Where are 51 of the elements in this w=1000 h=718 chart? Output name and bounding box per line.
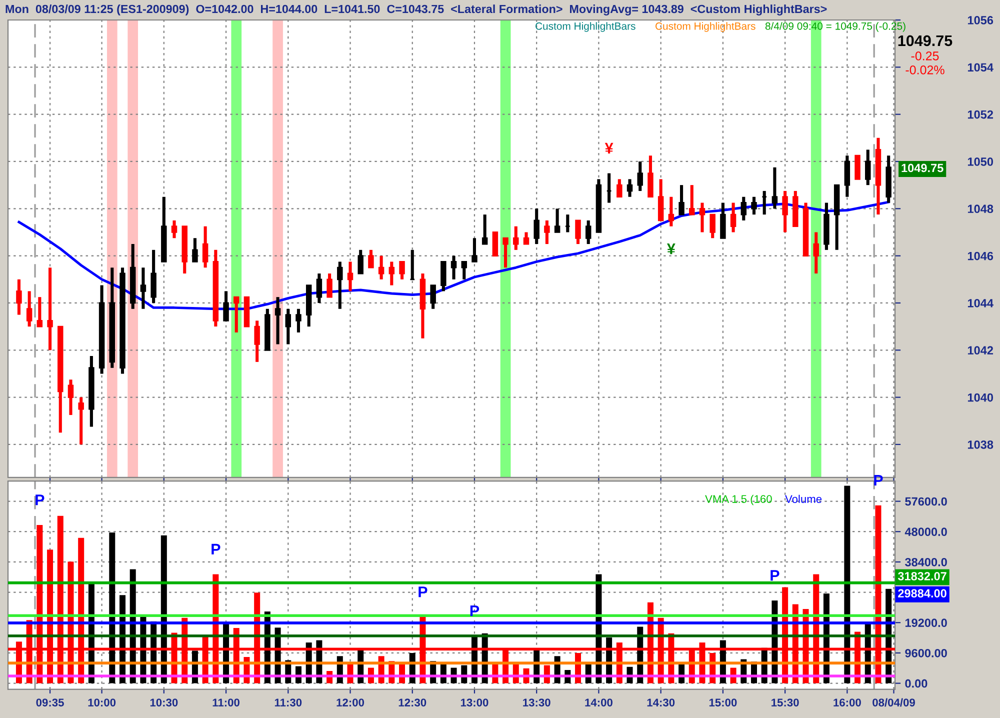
annotation: Volume [785,494,822,503]
y-tick-label: 1038 [968,440,994,449]
x-tick-label: 12:30 [398,698,426,706]
y-tick-label: 1052 [968,110,994,119]
annotation: ¥ [666,244,676,254]
x-tick-label: 08/04/09 [872,698,915,707]
annotation: P [36,494,44,506]
annotation: Custom HighlightBars [656,22,756,32]
annotation: P [874,475,883,486]
text: 1049.75 [898,35,952,46]
x-tick-label: 11:00 [212,698,240,706]
x-tick-label: 10:30 [150,698,178,706]
x-tick-label: 14:00 [585,698,612,706]
text: -0.25 [911,52,939,60]
y-tick-label: 1056 [968,16,994,24]
x-tick-label: 11:30 [274,698,302,706]
text: -0.02% [906,66,944,74]
annotation: Custom HighlightBars [536,22,636,32]
x-tick-label: 09:35 [36,698,64,706]
x-tick-label: 16:00 [834,698,861,706]
y-tick-label: 1054 [968,63,994,72]
y-tick-label: 1048 [968,204,994,214]
annotation: VMA 1.5 (160 [705,494,772,506]
y-tick-label: 1044 [968,299,994,308]
text: 1049.75 [902,164,944,172]
annotation: P [212,544,220,554]
y-tick-label: 38400.0 [904,558,947,566]
y-tick-label: 1040 [968,393,993,402]
annotation: ¥ [604,142,614,154]
x-tick-label: 15:00 [709,698,737,706]
x-tick-label: 13:00 [460,698,488,706]
annotation: 8/4/09 09:40 = 1049.75 (-0.25) [765,22,906,32]
chart-title: Mon 08/03/09 11:25 (ES1-200909) O=1042.00 H=1044.00 L=1041.50 C=1043.75 <Lateral Formation> MovingAvg= 1043.89 <Custom HighlightBars> [6,4,827,16]
x-tick-label: 10:00 [88,698,116,706]
x-tick-label: 12:00 [336,698,364,706]
y-tick-label: 9600.00 [905,648,947,658]
y-tick-label: 48000.0 [904,528,947,536]
annotation: 29884.00 [898,589,946,598]
x-tick-label: 13:30 [523,698,550,706]
y-tick-label: 57600.0 [905,497,947,506]
y-tick-label: 1046 [968,252,994,260]
y-tick-label: 19200.0 [905,618,947,628]
y-tick-label: 0.00 [905,679,928,688]
annotation: P [470,606,480,616]
x-tick-label: 15:30 [772,698,799,706]
annotation: P [418,586,428,598]
x-tick-label: 14:30 [647,698,675,706]
annotation: 31832.07 [898,572,946,580]
y-tick-label: 1042 [968,346,994,355]
y-tick-label: 1050 [968,158,993,166]
annotation: P [770,570,780,581]
